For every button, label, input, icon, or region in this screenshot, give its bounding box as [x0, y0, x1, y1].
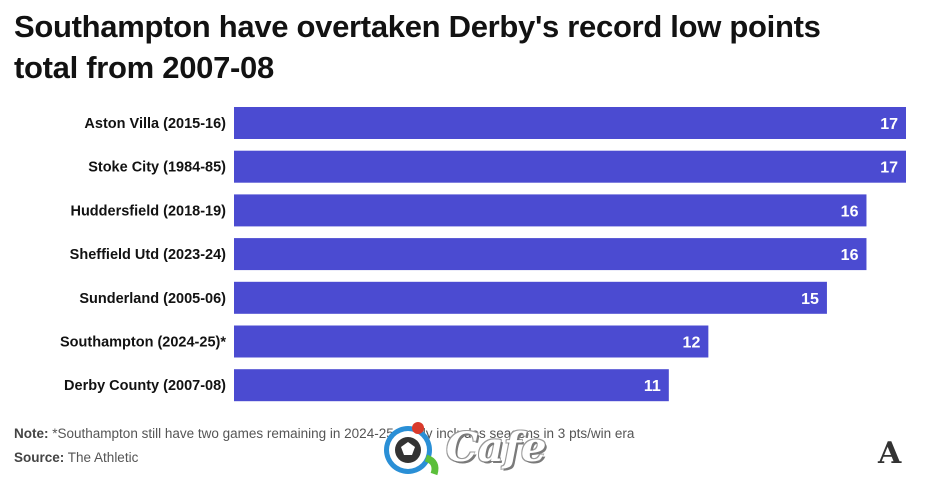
bar: [234, 107, 906, 139]
bar: [234, 369, 669, 402]
bar: [234, 150, 906, 183]
note-text: *Southampton still have two games remain…: [52, 426, 635, 441]
source-text: The Athletic: [67, 450, 139, 465]
cafe-watermark: Cafe: [378, 418, 578, 480]
bar-value-label: 11: [644, 378, 661, 395]
chart-title: Southampton have overtaken Derby's recor…: [14, 9, 821, 85]
chart-note: Note: *Southampton still have two games …: [14, 426, 634, 441]
bar: [234, 194, 867, 227]
bar-value-label: 17: [880, 116, 898, 133]
bar: [234, 238, 867, 271]
bar-value-label: 16: [841, 247, 859, 264]
category-label: Southampton (2024-25)*: [60, 335, 226, 351]
category-label: Sunderland (2005-06): [79, 291, 226, 307]
bar-value-label: 15: [801, 291, 819, 308]
bar: [234, 325, 709, 358]
watermark-text: Cafe: [446, 424, 547, 471]
category-label: Stoke City (1984-85): [88, 160, 226, 176]
the-athletic-logo: A: [878, 436, 902, 471]
category-label: Derby County (2007-08): [64, 378, 226, 394]
source-label: Source:: [14, 450, 65, 465]
bar-value-label: 16: [841, 203, 859, 220]
chart-source: Source: The Athletic: [14, 450, 138, 465]
bar: [234, 281, 827, 314]
note-label: Note:: [14, 426, 49, 441]
category-label: Aston Villa (2015-16): [84, 116, 226, 132]
category-label: Sheffield Utd (2023-24): [70, 247, 226, 263]
category-label: Huddersfield (2018-19): [70, 203, 226, 219]
bar-value-label: 12: [683, 335, 701, 352]
football-icon: [384, 422, 439, 476]
bar-value-label: 17: [880, 160, 898, 177]
